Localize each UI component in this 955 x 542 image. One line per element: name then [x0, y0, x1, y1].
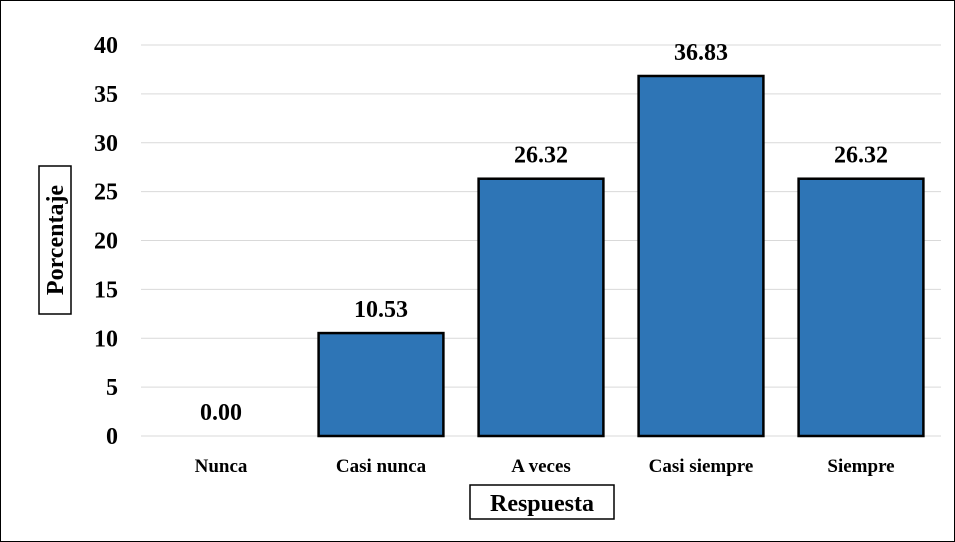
x-category-label: Casi siempre — [649, 456, 754, 477]
y-tick-label: 35 — [94, 82, 118, 108]
bar — [477, 177, 605, 438]
x-axis-title-group: Respuesta — [469, 484, 615, 520]
bar — [637, 74, 765, 438]
y-axis-title-box — [38, 165, 72, 315]
y-tick-label: 30 — [94, 131, 118, 157]
x-category-label: Casi nunca — [336, 456, 427, 477]
data-label: 0.00 — [200, 400, 242, 426]
data-label: 26.32 — [834, 143, 888, 169]
bar — [317, 331, 445, 438]
y-tick-label: 15 — [94, 277, 118, 303]
x-axis-categories: Nunca Casi nunca A veces Casi siempre Siempr… — [195, 456, 895, 477]
x-category-label: Nunca — [195, 456, 248, 477]
data-label: 26.32 — [514, 143, 568, 169]
bar — [797, 177, 925, 438]
y-axis-title: Porcentaje — [43, 185, 69, 296]
x-category-label: A veces — [511, 456, 571, 477]
x-axis-title: Respuesta — [490, 491, 594, 517]
y-tick-label: 20 — [94, 229, 118, 255]
y-tick-label: 10 — [94, 326, 118, 352]
bars — [317, 74, 925, 438]
y-tick-label: 0 — [106, 424, 118, 450]
y-axis-title-group: Porcentaje — [38, 165, 72, 315]
data-label: 36.83 — [674, 40, 728, 66]
x-axis-title-box — [469, 484, 615, 520]
data-labels: 0.00 10.53 26.32 36.83 26.32 — [200, 40, 888, 426]
data-label: 10.53 — [354, 297, 408, 323]
y-tick-label: 25 — [94, 180, 118, 206]
y-tick-label: 40 — [94, 33, 118, 59]
y-tick-label: 5 — [106, 375, 118, 401]
y-axis-ticks: 0 5 10 15 20 25 30 35 40 — [94, 33, 118, 450]
x-category-label: Siempre — [827, 456, 894, 477]
